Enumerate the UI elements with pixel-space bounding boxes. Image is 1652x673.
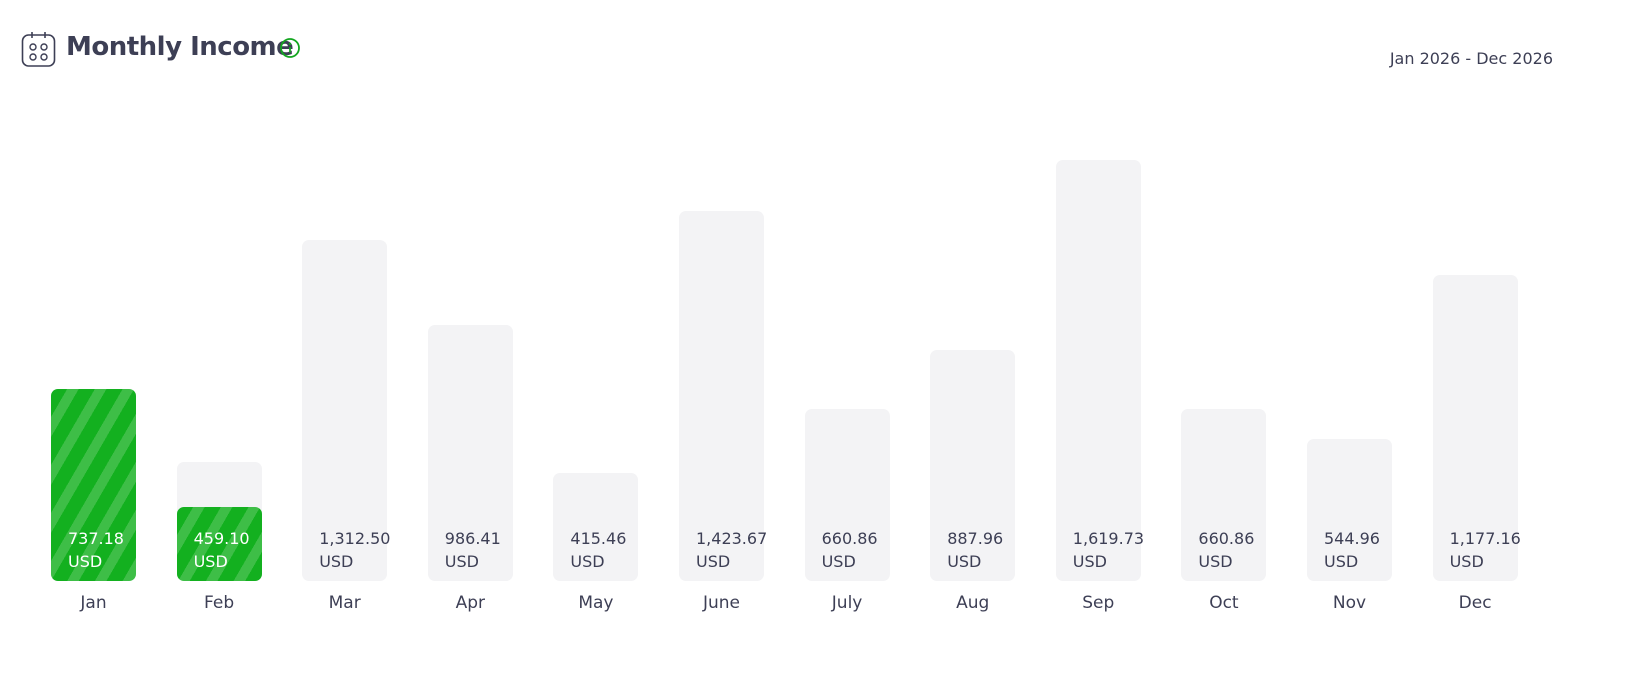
bar-total	[1432, 275, 1518, 581]
bar-total	[302, 239, 388, 581]
bar-total	[930, 350, 1016, 581]
info-icon[interactable]	[279, 37, 301, 59]
bar-total	[427, 324, 513, 581]
value-label: 415.46 USD	[570, 529, 627, 571]
value-label: 660.86 USD	[1198, 529, 1255, 571]
x-tick-label: Jan	[80, 593, 107, 613]
x-tick-label: Oct	[1209, 593, 1239, 613]
x-tick-label: Nov	[1332, 593, 1367, 613]
date-range[interactable]: Jan 2026 - Dec 2026	[1389, 49, 1553, 68]
bar-total	[1181, 409, 1267, 581]
value-label: 986.41 USD	[444, 529, 501, 571]
x-tick-label: Aug	[956, 593, 990, 613]
bar-total	[804, 409, 890, 581]
title: Monthly Income	[66, 32, 294, 62]
value-label: 459.10 USD	[193, 529, 250, 571]
value-label: 887.96 USD	[947, 529, 1004, 571]
bar-total	[1307, 439, 1392, 581]
bar-received	[51, 389, 136, 581]
bar-total	[679, 211, 764, 581]
x-tick-label: July	[831, 593, 863, 613]
x-tick-label: May	[578, 593, 614, 613]
calendar-icon	[21, 32, 56, 67]
value-label: 1,312.50 USD	[319, 529, 391, 571]
value-label: 1,423.67 USD	[696, 529, 768, 571]
bar-total	[553, 473, 639, 581]
value-label: 1,177.16 USD	[1449, 529, 1521, 571]
bar-total	[1055, 160, 1141, 581]
x-tick-label: Feb	[204, 593, 235, 613]
bar-received	[176, 506, 262, 581]
value-label: 660.86 USD	[821, 529, 878, 571]
x-tick-label: Apr	[455, 593, 485, 613]
value-label: 1,619.73 USD	[1072, 529, 1145, 571]
x-tick-label: Dec	[1458, 593, 1492, 613]
x-tick-label: Sep	[1082, 593, 1115, 613]
x-tick-label: Mar	[328, 593, 361, 613]
value-label: 737.18 USD	[68, 529, 124, 571]
value-label: 544.96 USD	[1324, 529, 1380, 571]
x-tick-label: June	[702, 593, 741, 613]
